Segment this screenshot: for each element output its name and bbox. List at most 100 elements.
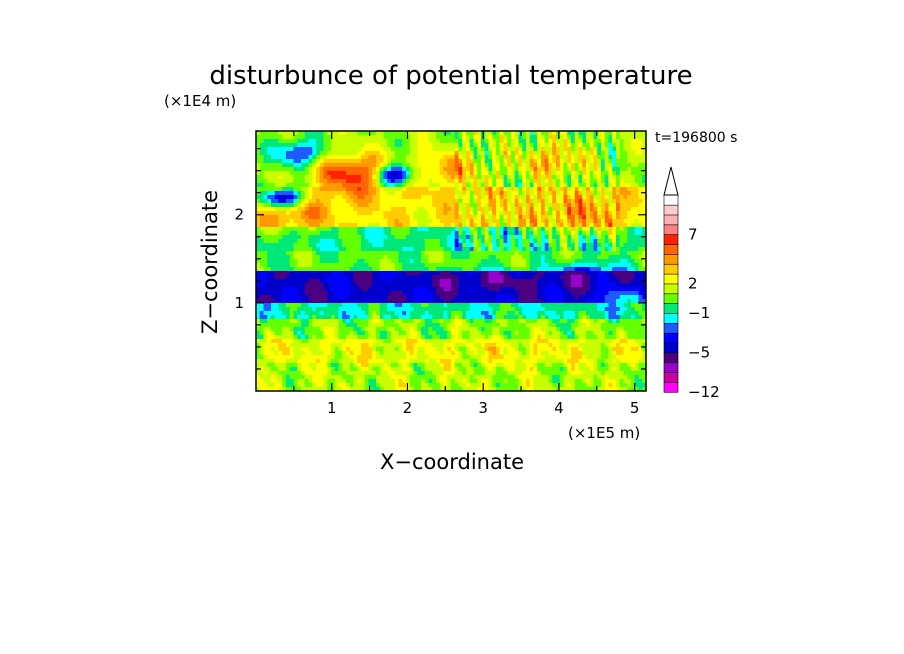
heatmap-cell xyxy=(383,255,388,260)
heatmap-cell xyxy=(297,215,302,220)
heatmap-cell xyxy=(368,135,373,140)
heatmap-cell xyxy=(391,307,396,312)
heatmap-cell xyxy=(522,259,527,264)
heatmap-cell xyxy=(342,179,347,184)
heatmap-cell xyxy=(578,259,583,264)
heatmap-cell xyxy=(417,183,422,188)
heatmap-cell xyxy=(432,135,437,140)
heatmap-cell xyxy=(616,291,621,296)
heatmap-cell xyxy=(447,251,452,256)
heatmap-cell xyxy=(526,295,531,300)
heatmap-cell xyxy=(541,243,546,248)
heatmap-cell xyxy=(597,143,602,148)
heatmap-cell xyxy=(402,263,407,268)
heatmap-cell xyxy=(432,299,437,304)
heatmap-cell xyxy=(286,131,291,136)
heatmap-cell xyxy=(514,175,520,180)
heatmap-cell xyxy=(597,163,602,168)
heatmap-cell xyxy=(282,279,287,284)
heatmap-cell xyxy=(582,171,587,176)
heatmap-cell xyxy=(256,247,261,252)
heatmap-cell xyxy=(499,159,505,164)
heatmap-cell xyxy=(619,147,625,152)
heatmap-cell xyxy=(398,139,403,144)
heatmap-cell xyxy=(376,275,381,280)
heatmap-cell xyxy=(522,295,527,300)
heatmap-cell xyxy=(297,263,302,268)
heatmap-cell xyxy=(372,291,377,296)
heatmap-cell xyxy=(267,227,272,232)
heatmap-cell xyxy=(522,183,527,188)
heatmap-cell xyxy=(271,291,276,296)
heatmap-cell xyxy=(297,311,302,316)
heatmap-cell xyxy=(451,271,456,276)
heatmap-cell xyxy=(259,187,265,192)
heatmap-cell xyxy=(631,199,636,204)
heatmap-cell xyxy=(578,219,583,224)
heatmap-cell xyxy=(364,287,370,292)
heatmap-cell xyxy=(327,203,332,208)
heatmap-cell xyxy=(511,219,516,224)
heatmap-cell xyxy=(421,279,426,284)
heatmap-cell xyxy=(559,259,565,264)
heatmap-cell xyxy=(559,315,565,320)
heatmap-cell xyxy=(361,163,366,168)
heatmap-cell xyxy=(522,191,527,196)
heatmap-cell xyxy=(387,307,392,312)
heatmap-cell xyxy=(507,307,512,312)
heatmap-cell xyxy=(409,143,415,148)
heatmap-cell xyxy=(338,311,343,316)
heatmap-cell xyxy=(526,155,531,160)
heatmap-cell xyxy=(559,219,565,224)
heatmap-cell xyxy=(481,191,486,196)
heatmap-cell xyxy=(634,255,640,260)
heatmap-cell xyxy=(563,179,568,184)
heatmap-cell xyxy=(488,191,493,196)
heatmap-cell xyxy=(586,287,591,292)
heatmap-cell xyxy=(454,295,460,300)
heatmap-cell xyxy=(263,255,268,260)
heatmap-cell xyxy=(563,155,568,160)
heatmap-cell xyxy=(409,311,415,316)
heatmap-cell xyxy=(574,147,580,152)
heatmap-cell xyxy=(537,299,542,304)
heatmap-cell xyxy=(529,271,535,276)
heatmap-cell xyxy=(301,243,306,248)
heatmap-cell xyxy=(469,143,475,148)
heatmap-cell xyxy=(571,255,576,260)
heatmap-cell xyxy=(612,187,617,192)
heatmap-cell xyxy=(439,227,445,232)
heatmap-cell xyxy=(631,171,636,176)
heatmap-cell xyxy=(589,211,595,216)
heatmap-cell xyxy=(436,243,441,248)
heatmap-cell xyxy=(338,239,343,244)
heatmap-cell xyxy=(612,231,617,236)
heatmap-cell xyxy=(327,143,332,148)
heatmap-cell xyxy=(417,263,422,268)
heatmap-cell xyxy=(593,315,598,320)
heatmap-cell xyxy=(638,263,643,268)
heatmap-cell xyxy=(334,143,340,148)
heatmap-cell xyxy=(627,191,632,196)
heatmap-cell xyxy=(424,271,430,276)
heatmap-cell xyxy=(387,291,392,296)
heatmap-cell xyxy=(552,279,557,284)
heatmap-cell xyxy=(608,195,613,200)
heatmap-cell xyxy=(439,255,445,260)
heatmap-cell xyxy=(619,291,625,296)
heatmap-cell xyxy=(604,187,610,192)
heatmap-cell xyxy=(376,239,381,244)
heatmap-cell xyxy=(492,299,497,304)
heatmap-cell xyxy=(424,259,430,264)
heatmap-cell xyxy=(387,159,392,164)
heatmap-cell xyxy=(451,259,456,264)
heatmap-cell xyxy=(507,235,512,240)
heatmap-cell xyxy=(424,275,430,280)
heatmap-cell xyxy=(263,267,268,272)
heatmap-cell xyxy=(574,211,580,216)
heatmap-cell xyxy=(342,155,347,160)
heatmap-cell xyxy=(421,251,426,256)
heatmap-cell xyxy=(458,155,463,160)
heatmap-cell xyxy=(642,143,646,148)
heatmap-cell xyxy=(353,151,358,156)
